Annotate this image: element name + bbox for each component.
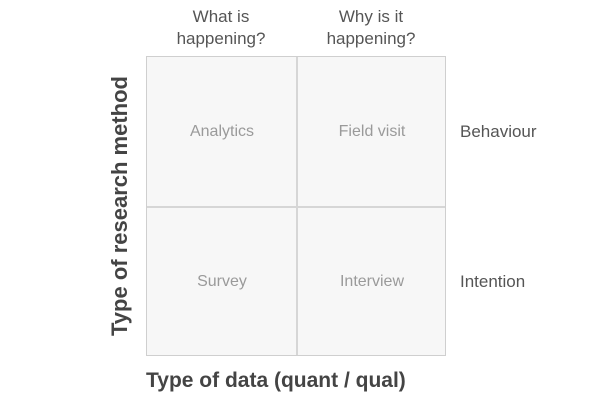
- cell-interview: Interview: [339, 273, 405, 290]
- cell-analytics: Analytics: [189, 123, 255, 140]
- quadrant-grid: Analytics Field visit Survey Interview: [146, 56, 446, 356]
- column-header-what-line2: happening?: [176, 29, 266, 48]
- column-header-why-line2: happening?: [326, 29, 416, 48]
- x-axis-title: Type of data (quant / qual): [146, 369, 406, 392]
- row-label-behaviour: Behaviour: [460, 122, 537, 141]
- column-header-what-line1: What is: [192, 7, 250, 26]
- column-header-what: What is happening?: [146, 6, 296, 50]
- column-header-why: Why is it happening?: [296, 6, 446, 50]
- row-label-intention: Intention: [460, 272, 526, 291]
- cell-survey: Survey: [197, 273, 247, 290]
- column-header-why-line1: Why is it: [338, 7, 404, 26]
- grid-horizontal-divider: [147, 206, 445, 208]
- y-axis-title: Type of research method: [107, 76, 132, 336]
- cell-field-visit: Field visit: [338, 123, 406, 140]
